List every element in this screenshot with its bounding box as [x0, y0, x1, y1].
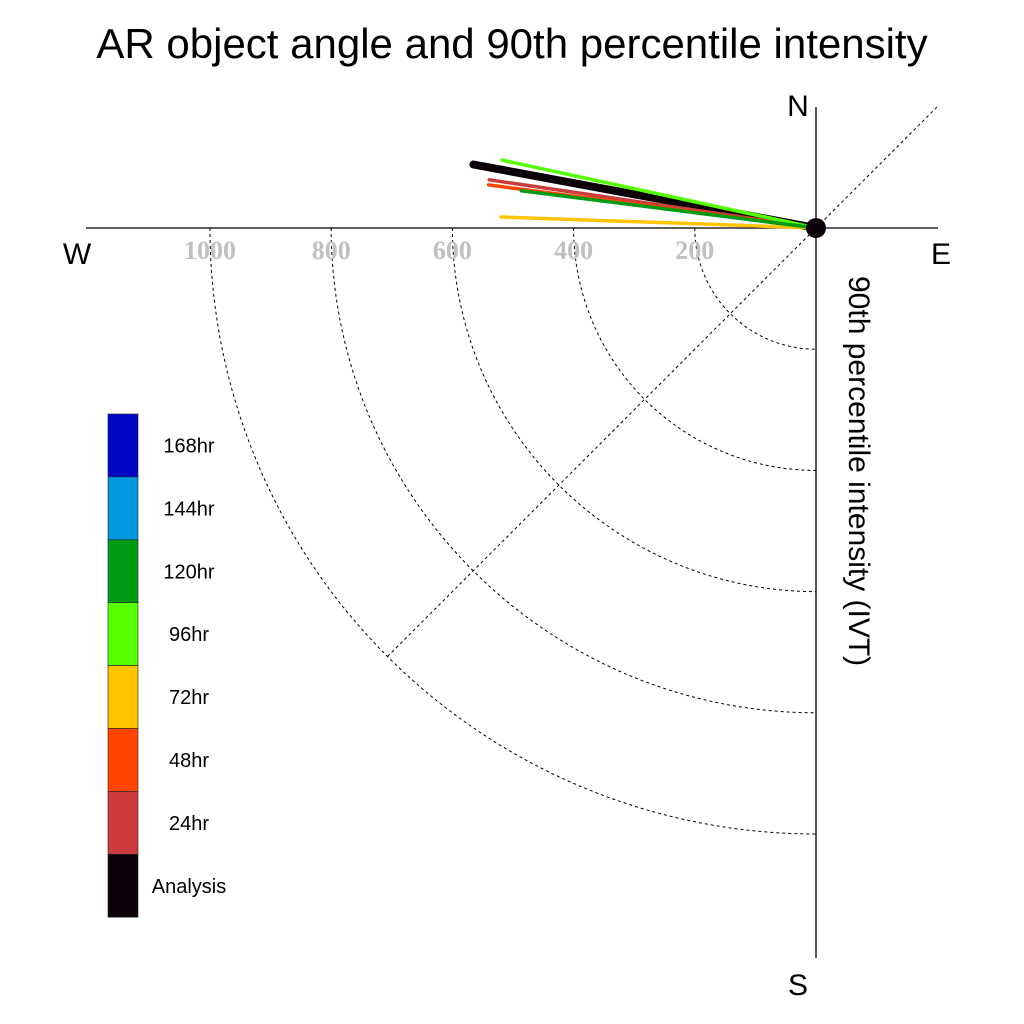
tick-label-600: 600 — [433, 236, 472, 265]
compass-north-label: N — [787, 90, 809, 123]
chart-title: AR object angle and 90th percentile inte… — [96, 20, 927, 67]
legend-label-48hr: 48hr — [169, 750, 209, 772]
vector-72hr — [499, 215, 818, 230]
legend-swatch-48hr — [107, 728, 139, 792]
compass-west-label: W — [63, 238, 92, 271]
radial-axis-title: 90th percentile intensity (IVT) — [842, 276, 875, 666]
legend-label-144hr: 144hr — [163, 498, 214, 520]
legend-label-72hr: 72hr — [169, 687, 209, 709]
grid-arc-400 — [573, 227, 817, 471]
diagonal-guide-line — [387, 105, 939, 657]
origin-marker — [806, 218, 826, 238]
legend-label-analysis: Analysis — [152, 876, 226, 898]
legend-swatch-analysis — [107, 853, 139, 918]
legend-swatch-72hr — [107, 665, 139, 729]
grid-arc-600 — [451, 227, 817, 593]
radial-tick-labels: 200 400 600 800 1000 — [184, 236, 714, 265]
tick-label-1000: 1000 — [184, 236, 236, 265]
tick-label-200: 200 — [675, 236, 714, 265]
compass-south-label: S — [788, 969, 808, 1002]
legend-label-168hr: 168hr — [163, 435, 214, 457]
legend-label-24hr: 24hr — [169, 813, 209, 835]
legend-swatch-24hr — [107, 791, 139, 855]
vector-120hr — [519, 189, 818, 230]
radial-grid — [209, 105, 939, 835]
compass-east-label: E — [931, 238, 951, 271]
legend-swatch-144hr — [107, 476, 139, 541]
legend: 168hr 144hr 120hr 96hr 72hr 48hr 24hr Analysis — [107, 413, 226, 918]
grid-arc-1000 — [209, 227, 817, 835]
legend-label-120hr: 120hr — [163, 561, 214, 583]
tick-label-400: 400 — [554, 236, 593, 265]
tick-label-800: 800 — [312, 236, 351, 265]
grid-arc-200 — [694, 227, 817, 350]
legend-label-96hr: 96hr — [169, 624, 209, 646]
legend-swatch-120hr — [107, 539, 139, 603]
grid-arc-800 — [330, 227, 817, 714]
legend-swatch-96hr — [107, 602, 139, 666]
vector-series — [469, 158, 820, 232]
legend-swatch-168hr — [107, 413, 139, 478]
vector-96hr — [500, 158, 818, 230]
